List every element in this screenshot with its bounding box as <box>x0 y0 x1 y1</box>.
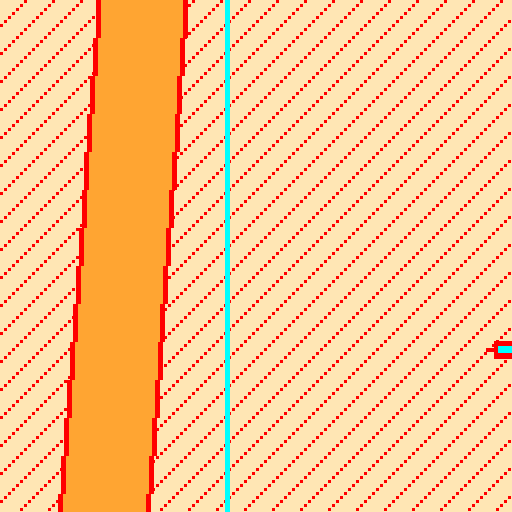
road-edge-step <box>175 76 182 114</box>
road-edge-step <box>73 304 79 342</box>
edge-marker-fill <box>498 346 512 353</box>
road-edge-step <box>167 190 174 228</box>
road-edge-step <box>181 0 188 38</box>
road-edge-step <box>90 76 96 114</box>
road-edge-step <box>93 38 99 76</box>
road-edge-step <box>70 342 76 380</box>
edge-marker[interactable] <box>486 341 512 359</box>
road-edge-step <box>67 380 73 418</box>
road-edge-step <box>147 456 154 494</box>
road-edge-step <box>156 342 163 380</box>
road-edge-step <box>150 418 157 456</box>
road-edge-step <box>161 266 168 304</box>
road-edge-step <box>82 190 88 228</box>
road-edge-step <box>64 418 70 456</box>
road-edges <box>58 0 188 512</box>
road-edge-step <box>61 456 67 494</box>
road-edge-step <box>158 304 165 342</box>
road-edge-step <box>173 114 180 152</box>
cyan-divider-line <box>225 0 230 512</box>
road-edge-step <box>76 266 82 304</box>
edge-marker-tab <box>486 348 496 352</box>
road-edge-step <box>178 38 185 76</box>
road-edge-step <box>164 228 171 266</box>
road-edge-step <box>79 228 85 266</box>
road-edge-step <box>84 152 90 190</box>
orange-road <box>63 0 183 512</box>
road-edge-step <box>153 380 160 418</box>
road-edge-step <box>96 0 102 38</box>
road-edge-step <box>58 494 64 512</box>
road-edge-step <box>170 152 177 190</box>
road-edge-step <box>87 114 93 152</box>
road-edge-step <box>144 494 151 512</box>
